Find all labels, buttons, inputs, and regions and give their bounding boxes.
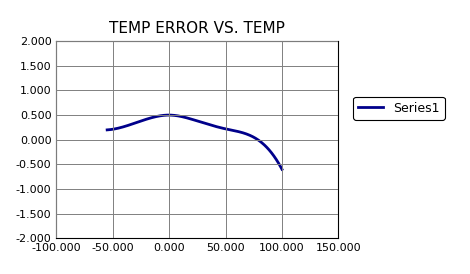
- Legend: Series1: Series1: [353, 97, 445, 120]
- Series1: [263, 145, 269, 149]
- Series1: [209, 124, 215, 127]
- Series1: [166, 113, 172, 117]
- Series1: [104, 128, 110, 132]
- Series1: [105, 128, 110, 132]
- Title: TEMP ERROR VS. TEMP: TEMP ERROR VS. TEMP: [110, 21, 285, 36]
- Series1: [279, 168, 285, 171]
- Series1: [252, 136, 258, 140]
- Series1: [208, 124, 214, 127]
- Series1: [212, 125, 218, 128]
- Line: Series1: Series1: [107, 115, 282, 169]
